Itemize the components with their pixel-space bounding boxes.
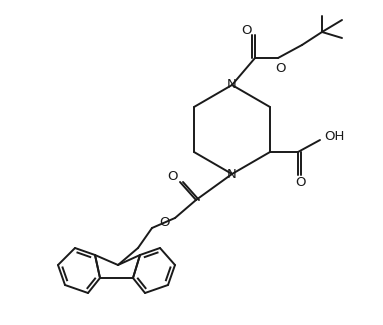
Text: O: O bbox=[160, 216, 170, 229]
Text: N: N bbox=[227, 167, 237, 180]
Text: N: N bbox=[227, 79, 237, 92]
Text: O: O bbox=[276, 61, 286, 74]
Text: OH: OH bbox=[324, 129, 344, 142]
Text: O: O bbox=[242, 23, 252, 36]
Text: O: O bbox=[167, 171, 177, 184]
Text: O: O bbox=[295, 176, 305, 189]
